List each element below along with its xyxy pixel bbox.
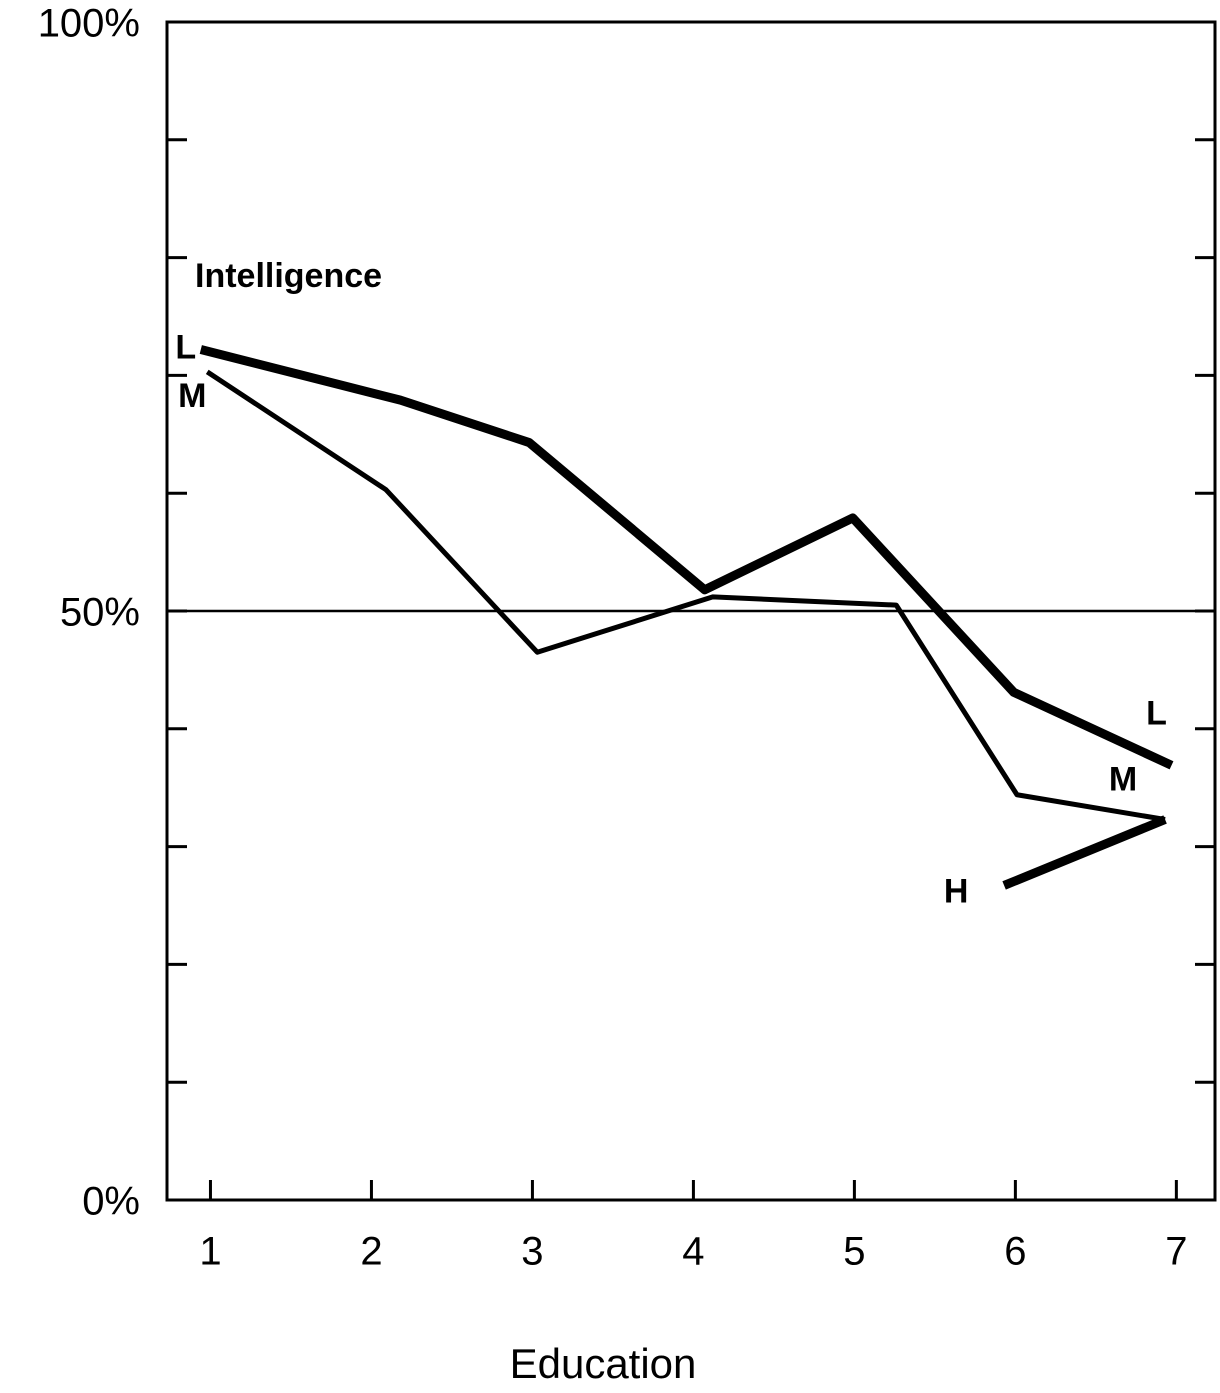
- x-tick-label: 1: [199, 1230, 221, 1274]
- x-tick-label: 5: [843, 1230, 865, 1274]
- y-tick-label: 0%: [82, 1180, 140, 1224]
- series-line: [199, 345, 1174, 770]
- series-end-label: L: [1146, 694, 1167, 732]
- x-tick-label: 3: [521, 1230, 543, 1274]
- x-tick-label: 7: [1165, 1230, 1187, 1274]
- x-tick-label: 2: [360, 1230, 382, 1274]
- series-line: [205, 369, 1166, 822]
- series-line: [1002, 815, 1167, 890]
- x-axis-label: Education: [510, 1340, 697, 1387]
- y-tick-label: 50%: [60, 591, 140, 635]
- series-end-label: M: [1109, 760, 1137, 798]
- x-tick-label: 6: [1004, 1230, 1026, 1274]
- y-tick-label: 100%: [38, 2, 140, 46]
- x-tick-label: 4: [682, 1230, 704, 1274]
- legend-title: Intelligence: [195, 257, 382, 295]
- series-end-label: H: [944, 872, 969, 910]
- series-start-label: M: [178, 377, 206, 415]
- series-start-label: L: [175, 328, 196, 366]
